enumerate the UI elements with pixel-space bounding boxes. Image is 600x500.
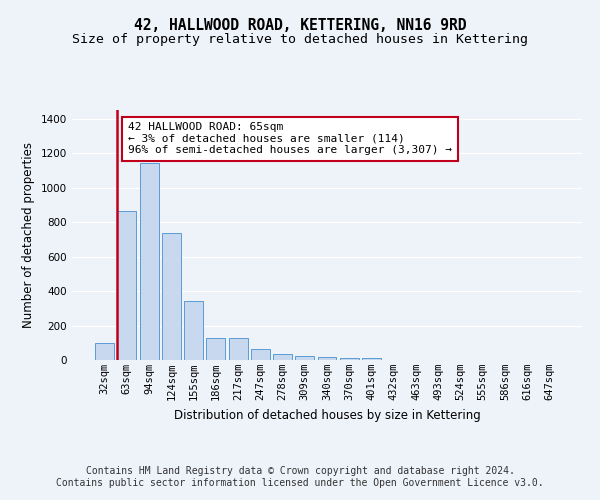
Bar: [229, 338, 248, 360]
Bar: [340, 358, 359, 360]
Bar: [184, 300, 203, 360]
Bar: [206, 338, 225, 360]
Bar: [317, 357, 337, 360]
Text: 42 HALLWOOD ROAD: 65sqm
← 3% of detached houses are smaller (114)
96% of semi-de: 42 HALLWOOD ROAD: 65sqm ← 3% of detached…: [128, 122, 452, 156]
Y-axis label: Number of detached properties: Number of detached properties: [22, 142, 35, 328]
Bar: [295, 356, 314, 360]
Bar: [162, 234, 181, 360]
Bar: [140, 162, 158, 360]
Bar: [362, 358, 381, 360]
Bar: [95, 343, 114, 360]
X-axis label: Distribution of detached houses by size in Kettering: Distribution of detached houses by size …: [173, 408, 481, 422]
Bar: [273, 354, 292, 360]
Text: Size of property relative to detached houses in Kettering: Size of property relative to detached ho…: [72, 32, 528, 46]
Bar: [118, 211, 136, 360]
Text: 42, HALLWOOD ROAD, KETTERING, NN16 9RD: 42, HALLWOOD ROAD, KETTERING, NN16 9RD: [134, 18, 466, 32]
Bar: [251, 349, 270, 360]
Text: Contains HM Land Registry data © Crown copyright and database right 2024.
Contai: Contains HM Land Registry data © Crown c…: [56, 466, 544, 487]
